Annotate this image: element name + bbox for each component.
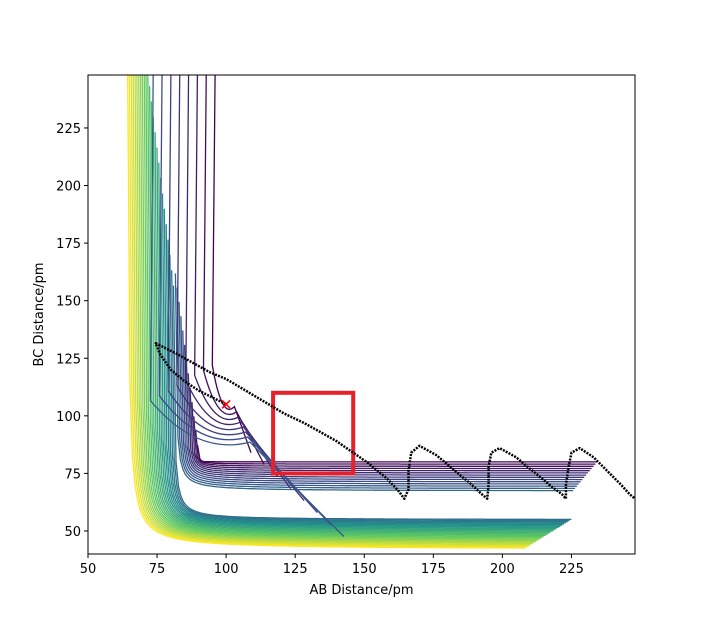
- contour-line: [152, 116, 552, 533]
- y-tick-label: 50: [64, 525, 81, 540]
- contour-line: [187, 373, 587, 476]
- valley-contour: [167, 75, 318, 513]
- transition-state-marker: [221, 399, 231, 409]
- x-tick-label: 100: [214, 562, 239, 577]
- contour-line: [134, 75, 533, 545]
- contour-line: [178, 301, 577, 487]
- y-tick-label: 225: [56, 122, 81, 137]
- contour-line: [154, 132, 553, 532]
- contour-line: [148, 86, 548, 535]
- contour-line: [160, 178, 559, 529]
- contour-line: [182, 330, 581, 483]
- x-tick-label: 175: [421, 562, 446, 577]
- contour-line: [198, 458, 598, 463]
- y-tick-label: 75: [64, 467, 81, 482]
- valley-contour: [149, 75, 345, 537]
- contour-line: [132, 75, 531, 546]
- contour-line: [158, 162, 557, 530]
- y-tick-label: 200: [56, 180, 81, 195]
- x-tick-label: 225: [559, 562, 584, 577]
- x-tick-label: 125: [283, 562, 308, 577]
- valley-contour: [202, 75, 265, 465]
- contour-line: [136, 75, 535, 543]
- contour-line: [150, 101, 550, 534]
- x-tick-label: 50: [80, 562, 97, 577]
- contour-line: [193, 416, 592, 470]
- contour-line: [128, 75, 528, 548]
- x-axis: 50 75 100 125 150 175 200 225: [80, 554, 584, 577]
- y-axis: 50 75 100 125 150 175 200 225: [56, 122, 88, 540]
- contour-line: [189, 387, 588, 474]
- trajectory-line: [154, 342, 635, 500]
- valley-contour: [176, 75, 305, 501]
- contour-line: [171, 270, 570, 522]
- contour-line: [169, 254, 568, 523]
- valley-contour: [193, 75, 279, 477]
- y-tick-label: 100: [56, 410, 81, 425]
- x-tick-label: 75: [149, 562, 166, 577]
- contour-line: [141, 75, 541, 540]
- x-tick-label: 200: [490, 562, 515, 577]
- y-tick-label: 175: [56, 237, 81, 252]
- contour-line: [176, 287, 576, 490]
- contour-line: [180, 316, 579, 485]
- x-axis-label: AB Distance/pm: [309, 583, 413, 598]
- contour-line: [163, 208, 563, 526]
- contour-line: [191, 401, 590, 472]
- y-tick-label: 125: [56, 352, 81, 367]
- contour-line: [145, 75, 544, 538]
- contour-line: [156, 147, 555, 531]
- contour-line: [161, 193, 561, 527]
- valley-contour: [158, 75, 332, 525]
- contour-line: [127, 75, 526, 549]
- contour-line: [165, 224, 564, 525]
- contour-line: [147, 75, 546, 537]
- contour-line: [138, 75, 537, 542]
- contour-line: [143, 75, 542, 539]
- contour-line: [130, 75, 530, 547]
- contour-line: [174, 273, 574, 492]
- contour-line: [172, 285, 572, 521]
- overlays: [154, 342, 635, 500]
- y-tick-label: 150: [56, 295, 81, 310]
- plot-frame: [87, 74, 636, 555]
- contour-line: [183, 344, 583, 481]
- contour-lines: [127, 75, 598, 549]
- valley-contour: [185, 75, 292, 489]
- contour-line: [167, 239, 566, 524]
- highlight-box: [271, 390, 356, 476]
- contour-line: [139, 75, 539, 541]
- x-tick-label: 150: [352, 562, 377, 577]
- y-axis-label: BC Distance/pm: [32, 262, 47, 366]
